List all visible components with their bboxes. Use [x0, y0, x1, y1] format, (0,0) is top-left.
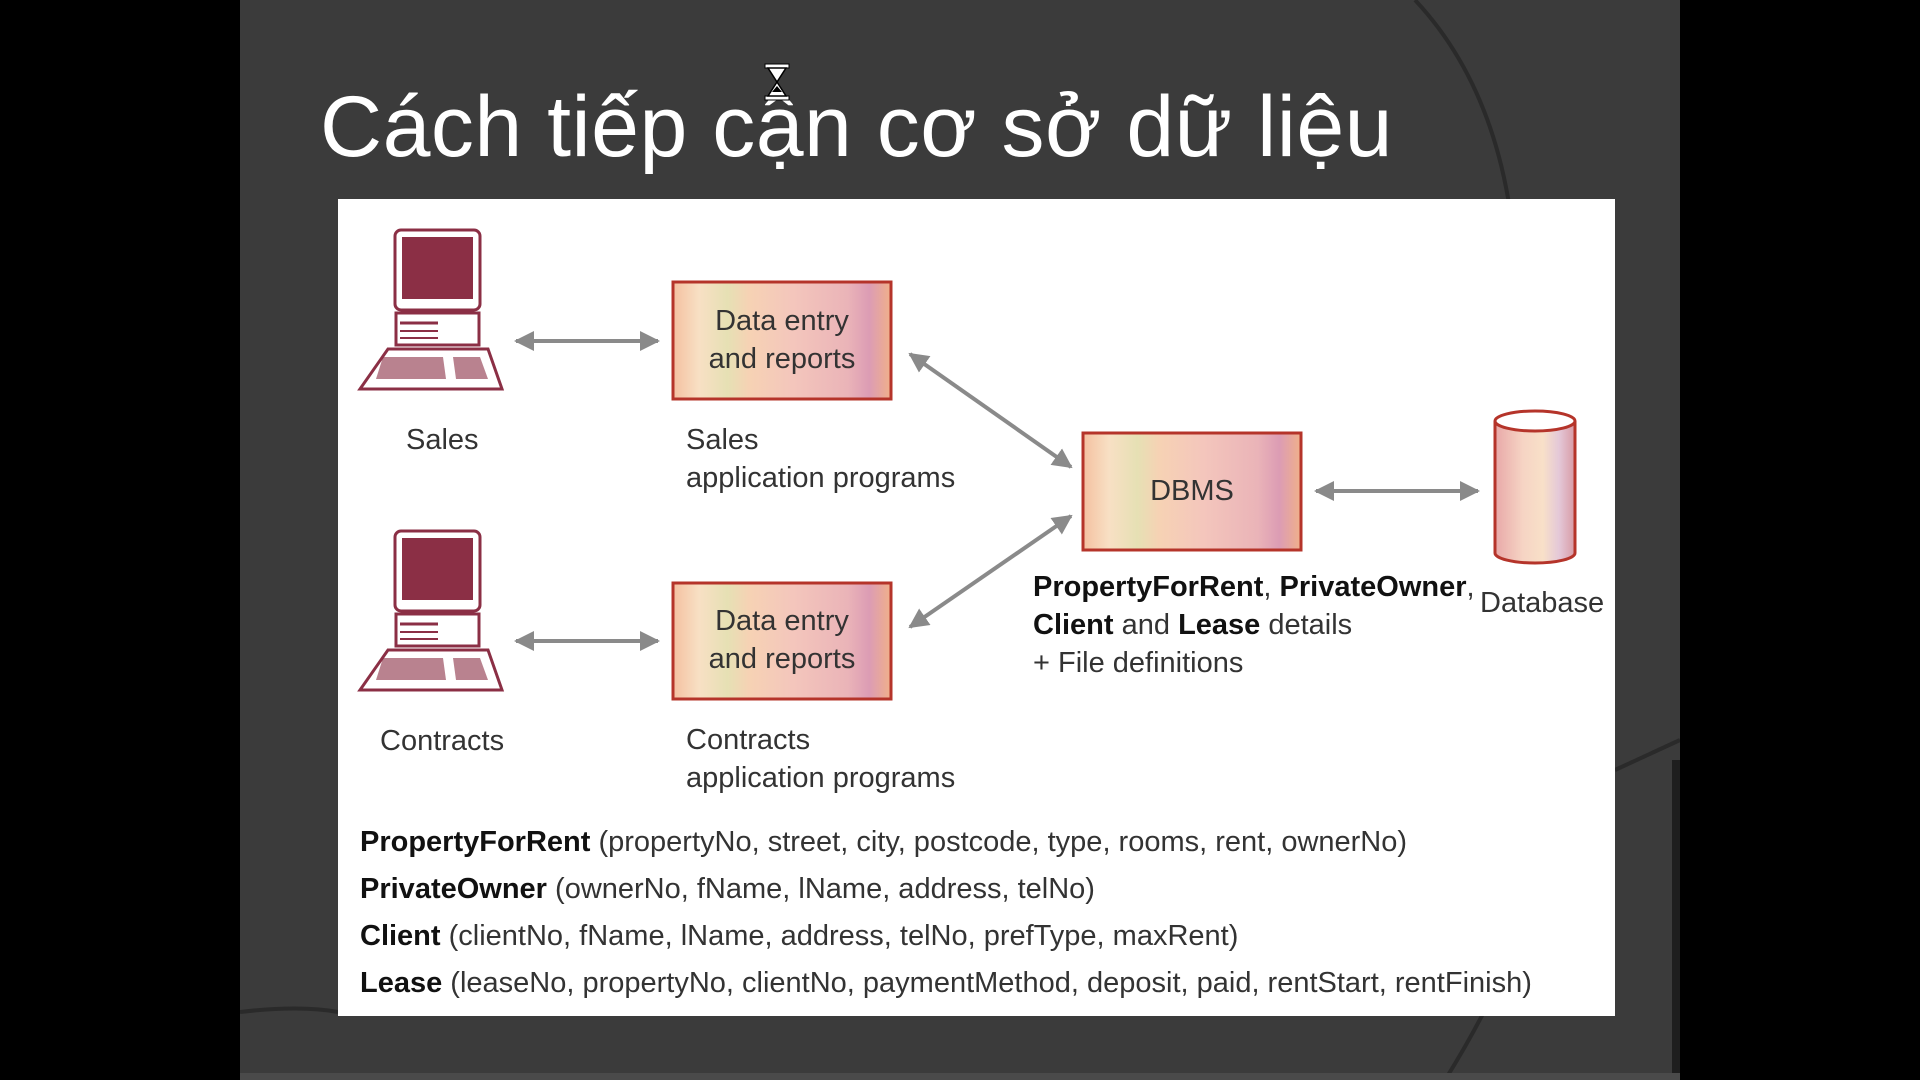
sales-program-box [671, 280, 893, 401]
box-line: and reports [708, 643, 856, 675]
dbms-details: PropertyForRent, PrivateOwner, Client an… [1033, 568, 1475, 682]
entity-name: PropertyForRent [1033, 571, 1264, 603]
caption-line: application programs [686, 462, 956, 494]
schema-entity-name: PropertyForRent [360, 826, 591, 858]
arrow-contracts-dbms [908, 514, 1073, 629]
entity-name: Lease [1178, 609, 1261, 641]
dbms-box [1081, 431, 1303, 552]
connector-text: and [1113, 609, 1179, 641]
schema-entity-name: PrivateOwner [360, 873, 547, 905]
contracts-user-label: Contracts [380, 725, 505, 757]
schema-line: PrivateOwner (ownerNo, fName, lName, add… [360, 869, 1095, 909]
caption-line: Sales [686, 424, 759, 456]
dbms-label: DBMS [1150, 475, 1234, 507]
schema-attributes: (ownerNo, fName, lName, address, telNo) [546, 873, 1095, 905]
sales-program-caption: Sales application programs [686, 421, 955, 497]
contracts-program-box-label: Data entry and reports [673, 602, 891, 678]
details-line-2: Client and Lease details [1033, 606, 1475, 644]
box-line: and reports [708, 343, 856, 375]
schema-line: Client (clientNo, fName, lName, address,… [360, 916, 1238, 956]
database-label: Database [1480, 587, 1605, 619]
computer-terminal-icon [357, 228, 505, 391]
slide: Cách tiếp cận cơ sở dữ liệu [240, 0, 1680, 1080]
computer-terminal-icon [357, 529, 505, 692]
schema-line: PropertyForRent (propertyNo, street, cit… [360, 822, 1407, 862]
schema-entity-name: Client [360, 920, 441, 952]
separator: , [1466, 571, 1475, 603]
box-line: Data entry [715, 305, 849, 337]
entity-name: Client [1033, 609, 1114, 641]
contracts-program-box [671, 581, 893, 701]
diagram-graphics [357, 228, 1577, 701]
schema-entity-name: Lease [360, 967, 443, 999]
hourglass-cursor-icon [764, 63, 790, 101]
schema-attributes: (leaseNo, propertyNo, clientNo, paymentM… [442, 967, 1532, 999]
schema-attributes: (clientNo, fName, lName, address, telNo,… [440, 920, 1239, 952]
contracts-program-caption: Contracts application programs [686, 721, 955, 797]
separator: , [1263, 571, 1280, 603]
schema-attributes: (propertyNo, street, city, postcode, typ… [590, 826, 1408, 858]
slide-title: Cách tiếp cận cơ sở dữ liệu [320, 79, 1394, 175]
entity-name: PrivateOwner [1279, 571, 1467, 603]
schema-line: Lease (leaseNo, propertyNo, clientNo, pa… [360, 963, 1532, 1003]
box-line: Data entry [715, 605, 849, 637]
caption-line: Contracts [686, 724, 811, 756]
arrow-sales-dbms [908, 352, 1073, 469]
database-cylinder-icon [1493, 409, 1577, 565]
details-line-1: PropertyForRent, PrivateOwner, [1033, 568, 1475, 606]
sales-program-box-label: Data entry and reports [673, 302, 891, 378]
slide-decoration [240, 0, 1680, 1080]
sales-user-label: Sales [406, 424, 479, 456]
caption-line: application programs [686, 762, 956, 794]
connector-text: details [1260, 609, 1353, 641]
details-line-3: + File definitions [1033, 647, 1244, 679]
diagram-panel: Data entry and reports Data entry and re… [338, 199, 1615, 1016]
